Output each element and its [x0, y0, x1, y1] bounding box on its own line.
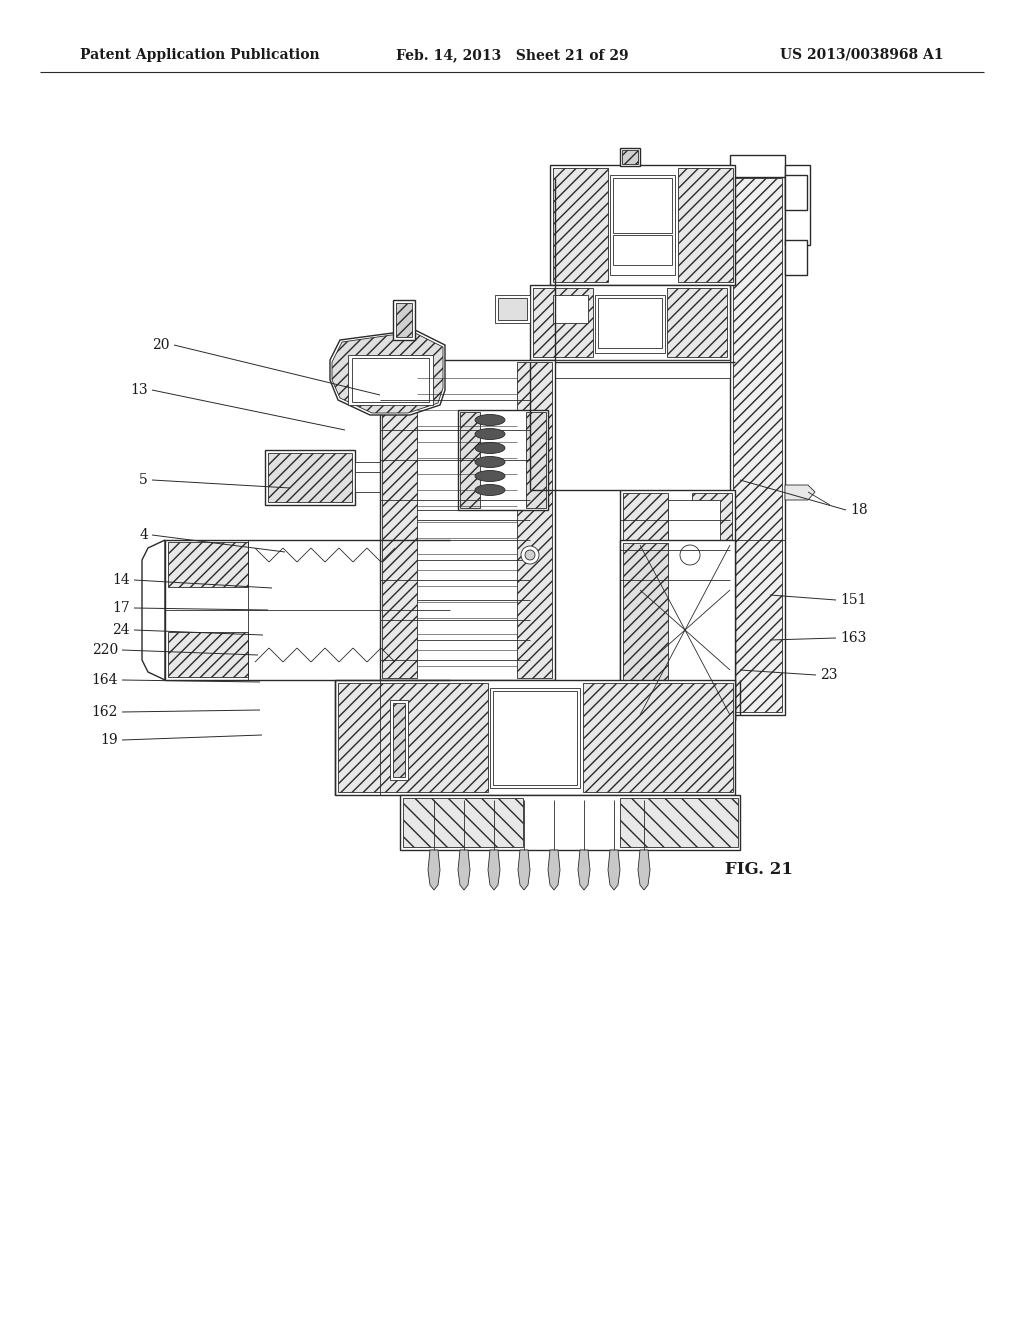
Circle shape	[680, 545, 700, 565]
Bar	[168, 632, 248, 677]
Bar	[530, 360, 730, 378]
Bar	[613, 235, 672, 265]
Bar	[785, 176, 807, 210]
Bar	[610, 176, 675, 275]
Bar	[622, 150, 638, 164]
Ellipse shape	[475, 484, 505, 495]
Bar	[785, 165, 810, 246]
Polygon shape	[785, 484, 815, 500]
Ellipse shape	[475, 442, 505, 454]
Bar	[692, 492, 732, 717]
Bar	[393, 300, 415, 341]
Polygon shape	[638, 850, 650, 890]
Bar	[733, 178, 782, 711]
Text: 23: 23	[820, 668, 838, 682]
Text: 17: 17	[113, 601, 130, 615]
Bar	[550, 165, 735, 285]
Text: 13: 13	[130, 383, 148, 397]
Bar	[400, 795, 740, 850]
Polygon shape	[142, 540, 165, 680]
Bar	[620, 540, 735, 719]
Bar	[526, 412, 546, 508]
Bar	[393, 704, 406, 777]
Polygon shape	[330, 330, 445, 414]
Ellipse shape	[475, 429, 505, 440]
Bar	[667, 288, 727, 356]
Bar	[730, 176, 785, 715]
Bar	[730, 154, 785, 177]
Polygon shape	[458, 850, 470, 890]
Bar	[348, 355, 433, 405]
Bar	[534, 288, 593, 356]
Bar	[668, 500, 720, 715]
Bar	[583, 682, 733, 792]
Text: 164: 164	[91, 673, 118, 686]
Bar	[380, 360, 555, 680]
Text: Feb. 14, 2013   Sheet 21 of 29: Feb. 14, 2013 Sheet 21 of 29	[395, 48, 629, 62]
Text: 24: 24	[113, 623, 130, 638]
Polygon shape	[428, 850, 440, 890]
Text: 18: 18	[850, 503, 867, 517]
Bar	[403, 799, 523, 847]
Bar	[620, 799, 738, 847]
Text: FIG. 21: FIG. 21	[725, 862, 793, 879]
Text: 4: 4	[139, 528, 148, 543]
Bar	[595, 294, 665, 352]
Bar	[498, 298, 527, 319]
Bar	[335, 680, 735, 795]
Bar	[355, 473, 380, 492]
Bar	[553, 168, 608, 282]
Ellipse shape	[475, 470, 505, 482]
Text: 14: 14	[113, 573, 130, 587]
Bar	[168, 543, 248, 587]
Text: 151: 151	[840, 593, 866, 607]
Circle shape	[525, 550, 535, 560]
Text: Patent Application Publication: Patent Application Publication	[80, 48, 319, 62]
Text: 163: 163	[840, 631, 866, 645]
Bar	[380, 594, 450, 616]
Bar	[785, 240, 807, 275]
Bar	[355, 462, 380, 482]
Ellipse shape	[475, 457, 505, 467]
Polygon shape	[578, 850, 590, 890]
Bar	[490, 688, 580, 788]
Bar	[493, 690, 577, 785]
Bar	[338, 682, 488, 792]
Bar	[268, 453, 352, 502]
Bar	[598, 298, 662, 348]
Text: 5: 5	[139, 473, 148, 487]
Text: US 2013/0038968 A1: US 2013/0038968 A1	[780, 48, 944, 62]
Bar	[678, 168, 733, 282]
Text: 19: 19	[100, 733, 118, 747]
Text: 220: 220	[92, 643, 118, 657]
Bar	[460, 412, 480, 508]
Ellipse shape	[475, 414, 505, 425]
Polygon shape	[608, 850, 620, 890]
Bar	[620, 490, 735, 719]
Bar	[620, 148, 640, 166]
Circle shape	[521, 546, 539, 564]
Bar	[390, 700, 408, 780]
Polygon shape	[548, 850, 560, 890]
Bar	[553, 294, 588, 323]
Bar	[265, 450, 355, 506]
Text: 20: 20	[153, 338, 170, 352]
Bar	[517, 362, 552, 678]
Polygon shape	[518, 850, 530, 890]
Polygon shape	[488, 850, 500, 890]
Bar	[458, 411, 548, 510]
Bar	[613, 178, 672, 234]
Bar	[382, 362, 417, 678]
Bar	[495, 294, 530, 323]
Bar	[530, 285, 730, 360]
Text: 162: 162	[91, 705, 118, 719]
Polygon shape	[332, 333, 443, 413]
Bar	[396, 304, 412, 337]
Bar	[623, 492, 668, 717]
Bar	[623, 543, 668, 717]
Bar	[352, 358, 429, 403]
